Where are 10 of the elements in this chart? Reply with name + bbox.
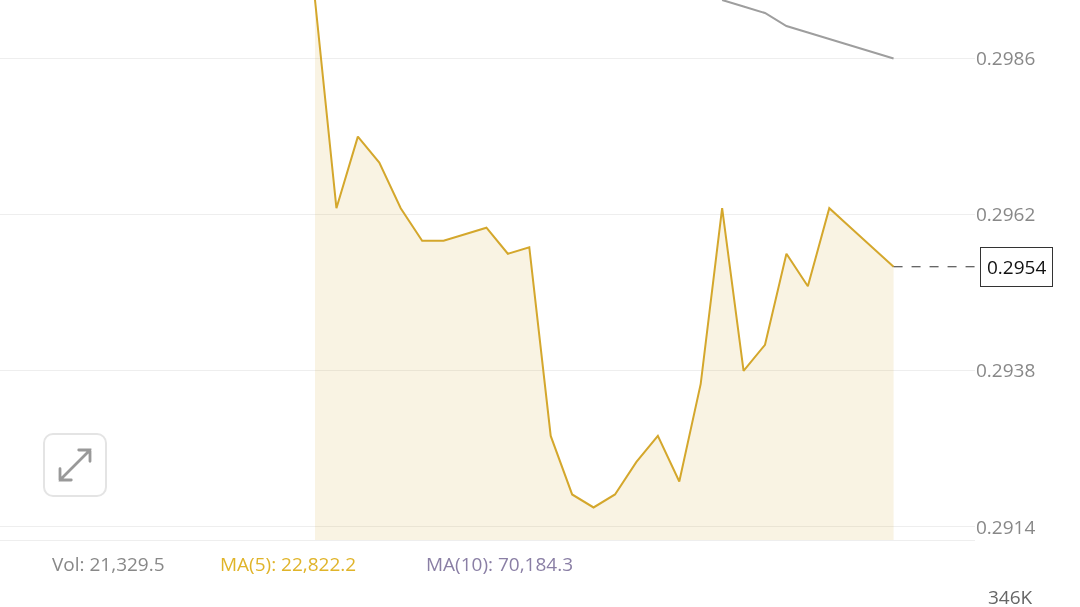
text: MA(10): 70,184.3 [426, 551, 574, 577]
y-tick-label: 0.2986 [976, 45, 1036, 72]
y-tick-label: 0.2914 [976, 513, 1036, 540]
y-tick-label: 0.2962 [976, 201, 1036, 228]
text: 346K [988, 584, 1033, 607]
line-series [721, 0, 895, 60]
text: Vol: 21,329.5 [52, 551, 165, 577]
ref-line-label: 0.2954 [987, 254, 1047, 280]
y-tick-label: 0.2938 [976, 357, 1036, 384]
text: MA(5): 22,822.2 [220, 551, 357, 577]
